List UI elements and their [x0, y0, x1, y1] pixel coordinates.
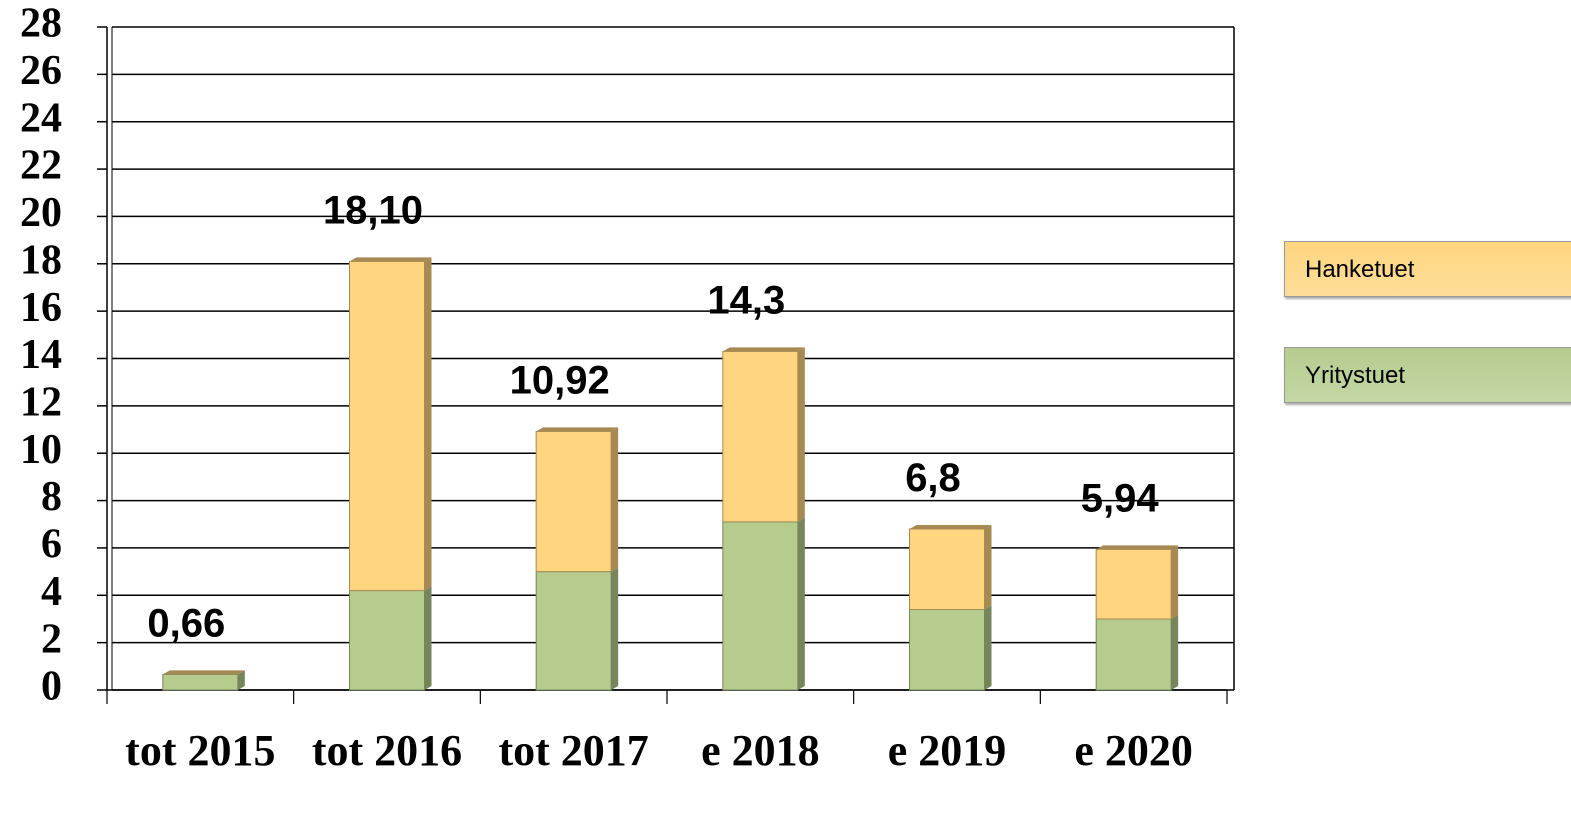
- bar-side: [797, 347, 805, 522]
- y-tick-label: 18: [20, 237, 62, 283]
- bar-segment: [1095, 548, 1172, 620]
- bar-segment: [909, 608, 985, 691]
- bar-top: [722, 347, 805, 352]
- y-tick-label: 2: [41, 616, 62, 662]
- x-tick-label: tot 2016: [311, 726, 463, 775]
- bar-side: [984, 605, 992, 690]
- bar-segment: [349, 260, 425, 592]
- bar-side: [424, 257, 432, 591]
- y-tick-label: 12: [20, 379, 62, 425]
- bar-top: [536, 427, 619, 432]
- bar-side: [984, 524, 992, 610]
- bar-segment: [909, 528, 985, 610]
- legend-entry: Hanketuet: [1284, 241, 1571, 297]
- y-tick-label: 16: [20, 285, 62, 331]
- bar-top: [909, 524, 992, 529]
- y-tick-label: 26: [20, 48, 62, 94]
- bar-segment: [722, 350, 799, 523]
- x-tick-label: e 2019: [887, 726, 1007, 775]
- total-label: 5,94: [1081, 476, 1160, 520]
- bar-side: [424, 586, 432, 690]
- y-tick-label: 22: [20, 143, 62, 189]
- y-tick-label: 6: [41, 522, 62, 568]
- x-tick-label: e 2018: [701, 726, 820, 775]
- total-label: 14,3: [707, 278, 785, 322]
- total-label: 6,8: [905, 456, 961, 500]
- bar-segment: [722, 521, 799, 691]
- y-tick-label: 4: [41, 569, 62, 615]
- bar-side: [797, 517, 805, 690]
- bar-segment: [1095, 618, 1172, 691]
- bar-segment: [162, 673, 239, 691]
- y-tick-label: 14: [20, 332, 62, 378]
- bar-segment: [535, 571, 612, 691]
- total-label: 18,10: [323, 188, 423, 232]
- bar-segment: [349, 590, 425, 691]
- bar-top: [162, 670, 245, 675]
- y-tick-label: 10: [20, 427, 62, 473]
- y-tick-label: 0: [41, 664, 62, 710]
- total-label: 0,66: [147, 601, 225, 645]
- bar-side: [237, 670, 245, 690]
- bar-segment: [535, 430, 612, 573]
- total-label: 10,92: [510, 358, 610, 402]
- bar-side: [611, 567, 619, 690]
- y-tick-label: 28: [20, 1, 62, 47]
- y-tick-label: 24: [20, 95, 62, 141]
- bar-side: [1171, 545, 1179, 619]
- y-tick-label: 8: [41, 474, 62, 520]
- y-tick-label: 20: [20, 190, 62, 236]
- bar-top: [1096, 545, 1179, 550]
- bar-side: [1171, 614, 1179, 690]
- bar-top: [349, 257, 432, 262]
- x-tick-label: e 2020: [1074, 726, 1193, 775]
- x-tick-label: tot 2015: [125, 726, 276, 775]
- bar-side: [611, 427, 619, 572]
- legend-entry: Yritystuet: [1284, 347, 1571, 403]
- x-tick-label: tot 2017: [498, 726, 649, 775]
